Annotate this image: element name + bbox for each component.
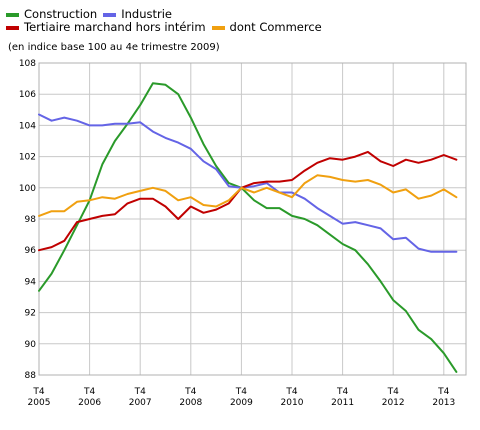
legend-item-construction: Construction (6, 8, 97, 21)
x-tick-label-quarter: T4 (437, 387, 449, 397)
y-tick-label: 106 (19, 90, 36, 100)
series-line-tertiaire (38, 150, 458, 252)
legend: Construction Industrie Tertiaire marchan… (6, 8, 328, 34)
x-tick-label-year: 2008 (179, 398, 202, 408)
legend-row-1: Construction Industrie (6, 8, 328, 21)
grid (38, 62, 466, 376)
y-tick-label: 90 (25, 340, 37, 350)
x-tick-label-quarter: T4 (336, 387, 348, 397)
legend-item-commerce: dont Commerce (211, 20, 322, 34)
legend-label-construction: Construction (24, 7, 98, 21)
y-tick-label: 98 (25, 215, 37, 225)
x-tick-label-year: 2012 (382, 398, 405, 408)
y-tick-label: 108 (19, 59, 36, 69)
x-tick-label-year: 2005 (28, 398, 51, 408)
y-tick-label: 92 (25, 309, 36, 319)
x-tick-label-year: 2010 (281, 398, 304, 408)
legend-item-industrie: Industrie (103, 8, 172, 21)
legend-label-industrie: Industrie (121, 7, 173, 21)
y-tick-label: 94 (25, 277, 37, 287)
x-tick-label-year: 2013 (432, 398, 455, 408)
x-tick-label-year: 2007 (129, 398, 152, 408)
legend-label-tertiaire: Tertiaire marchand hors intérim (24, 20, 206, 34)
legend-item-tertiaire: Tertiaire marchand hors intérim (6, 21, 206, 34)
y-tick-label: 104 (19, 121, 36, 131)
series-line-industrie (38, 113, 458, 253)
legend-swatch-industrie (103, 12, 117, 17)
series-line-dont (38, 174, 458, 217)
y-tick-label: 96 (25, 246, 37, 256)
legend-swatch-tertiaire (6, 25, 19, 30)
x-tick-label-year: 2006 (78, 398, 101, 408)
y-tick-label: 100 (19, 184, 36, 194)
legend-swatch-commerce (211, 25, 225, 30)
x-tick-label-quarter: T4 (285, 387, 297, 397)
x-tick-label-quarter: T4 (83, 387, 95, 397)
x-tick-label-year: 2011 (331, 398, 354, 408)
x-tick-label-quarter: T4 (134, 387, 146, 397)
x-tick-label-quarter: T4 (387, 387, 399, 397)
legend-row-2: Tertiaire marchand hors intérim dont Com… (6, 21, 328, 34)
y-tick-label: 102 (19, 153, 36, 163)
x-tick-label-quarter: T4 (32, 387, 44, 397)
x-tick-label-year: 2009 (230, 398, 253, 408)
x-tick-label-quarter: T4 (235, 387, 247, 397)
y-tick-label: 88 (25, 371, 37, 381)
series-line-construction (38, 82, 458, 373)
legend-label-commerce: dont Commerce (229, 20, 322, 34)
x-tick-label-quarter: T4 (184, 387, 196, 397)
chart-subtitle: (en indice base 100 au 4e trimestre 2009… (8, 42, 220, 53)
plot-area-frame (38, 62, 467, 376)
legend-swatch-construction (6, 12, 19, 17)
